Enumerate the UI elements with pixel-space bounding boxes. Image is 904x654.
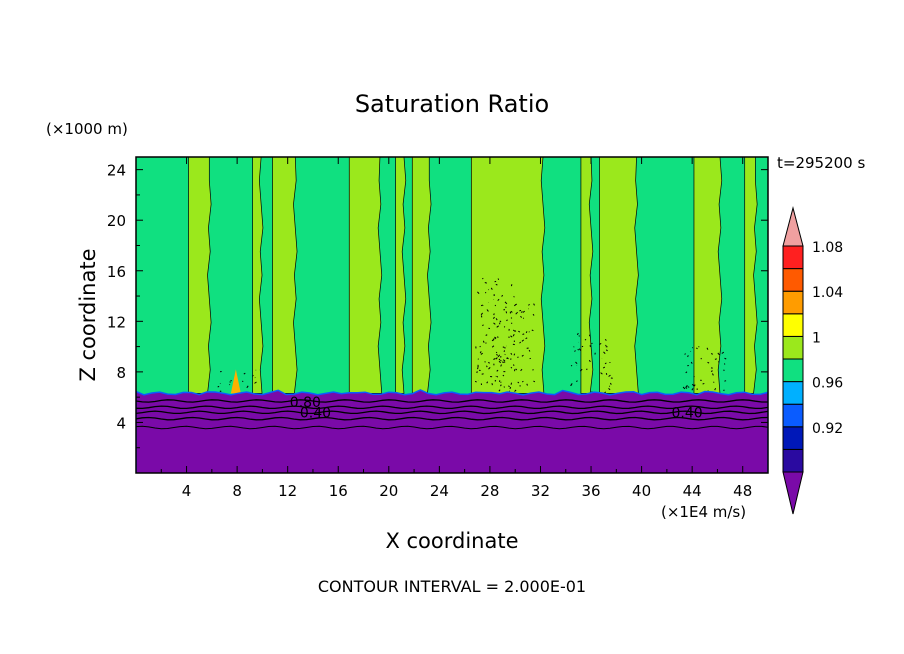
colorbar: 0.92 0.96 1 1.04 1.08: [782, 206, 843, 515]
colorbar-swatch: [782, 268, 804, 292]
colorbar-swatch: [782, 313, 804, 337]
contour-line: [136, 405, 768, 410]
supersaturated-band: [188, 157, 212, 394]
x-tick-label: 20: [379, 482, 398, 500]
colorbar-swatch: [782, 403, 804, 428]
chart-title: Saturation Ratio: [355, 90, 549, 118]
x-axis: 4 8 12 16 20 24 28 32 36 40 44 48: [160, 157, 752, 500]
plot-field: [136, 157, 768, 473]
colorbar-label: 0.92: [812, 421, 843, 437]
contour-line: [136, 425, 768, 430]
contour-interval-note: CONTOUR INTERVAL = 2.000E-01: [318, 577, 586, 596]
x-tick-label: 16: [329, 482, 348, 500]
supersaturated-band: [252, 157, 264, 394]
contour-label: 0.80: [290, 395, 321, 411]
plot-frame: [135, 156, 769, 474]
y-tick-label: 20: [107, 212, 126, 230]
colorbar-label: 0.96: [812, 376, 843, 392]
x-tick-label: 28: [480, 482, 499, 500]
x-tick-label: 36: [581, 482, 600, 500]
x-tick-label: 4: [182, 482, 192, 500]
contour-line: [136, 399, 768, 403]
x-tick-label: 24: [430, 482, 449, 500]
contour-label: 0.40: [672, 405, 703, 421]
dry-layer: [136, 390, 768, 473]
colorbar-label: 1.08: [812, 240, 843, 256]
contour-line: [136, 416, 768, 421]
contour-line: [136, 410, 768, 415]
y-tick-label: 8: [116, 364, 126, 382]
x-tick-label: 8: [232, 482, 242, 500]
colorbar-swatch: [782, 381, 804, 405]
y-tick-label: 12: [107, 313, 126, 331]
x-tick-label: 40: [632, 482, 651, 500]
colorbar-label: 1.04: [812, 285, 843, 301]
supersaturated-band: [692, 157, 723, 394]
contour-noise: [474, 277, 518, 418]
colorbar-swatch: [782, 448, 804, 473]
y-tick-label: 16: [107, 263, 126, 281]
colorbar-bottom-arrow: [782, 471, 804, 515]
colorbar-swatch: [782, 245, 804, 270]
supersaturation-peak: [230, 369, 241, 394]
x-tick-label: 48: [733, 482, 752, 500]
supersaturated-band: [348, 157, 383, 394]
colorbar-swatch: [782, 426, 804, 450]
colorbar-swatch: [782, 335, 804, 360]
x-units-label: (×1E4 m/s): [661, 503, 746, 521]
x-tick-label: 32: [531, 482, 550, 500]
y-axis: 4 8 12 16 20 24: [107, 162, 768, 449]
supersaturated-band: [272, 157, 298, 394]
y-tick-label: 24: [107, 162, 126, 180]
contour-noise: [682, 346, 727, 400]
time-label: t=295200 s: [777, 154, 865, 172]
colorbar-top-arrow: [782, 206, 804, 247]
colorbar-swatch: [782, 290, 804, 315]
dry-layer-edge: [136, 389, 768, 473]
y-tick-label: 4: [116, 414, 126, 432]
colorbar-label: 1: [812, 330, 821, 346]
colorbar-swatch: [782, 358, 804, 383]
supersaturated-band: [598, 157, 639, 394]
y-units-label: (×1000 m): [46, 120, 128, 138]
x-axis-label: X coordinate: [385, 529, 518, 553]
y-axis-label: Z coordinate: [76, 248, 100, 381]
x-tick-label: 44: [683, 482, 702, 500]
contour-labels: 0.800.40 0.40: [290, 395, 703, 421]
contour-label: 0.40: [300, 405, 331, 421]
x-tick-label: 12: [278, 482, 297, 500]
